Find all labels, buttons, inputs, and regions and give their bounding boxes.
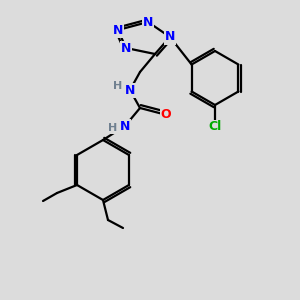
Text: H: H <box>113 81 123 91</box>
Text: N: N <box>113 23 123 37</box>
Text: N: N <box>143 16 153 28</box>
Text: H: H <box>108 123 118 133</box>
Text: N: N <box>165 31 175 44</box>
Text: N: N <box>121 41 131 55</box>
Text: N: N <box>120 119 130 133</box>
Text: Cl: Cl <box>208 121 222 134</box>
Text: N: N <box>125 83 135 97</box>
Text: O: O <box>161 107 171 121</box>
